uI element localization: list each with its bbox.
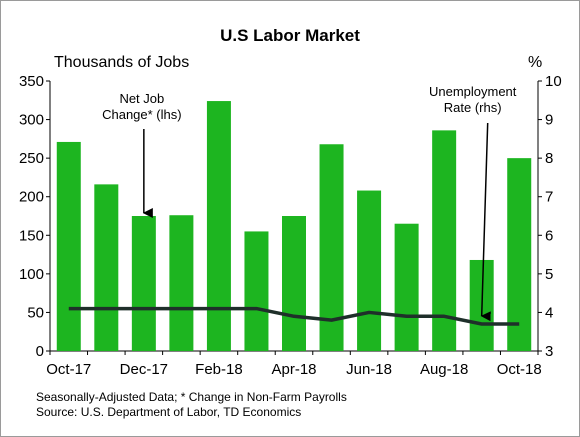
left-tick-label: 50 (27, 304, 44, 321)
left-tick-label: 350 (19, 73, 44, 90)
left-tick-label: 250 (19, 150, 44, 167)
left-tick-label: 150 (19, 227, 44, 244)
bar-jun-18 (357, 190, 382, 351)
left-tick-label: 100 (19, 266, 44, 283)
bar-may-18 (319, 144, 344, 351)
x-tick-label: Oct-17 (46, 361, 91, 378)
x-tick-label: Aug-18 (420, 361, 468, 378)
right-tick-label: 4 (545, 304, 553, 321)
left-tick-label: 300 (19, 112, 44, 129)
annotation-net-job-line1: Net Job (119, 91, 164, 106)
right-tick-label: 9 (545, 112, 553, 129)
x-tick-label: Apr-18 (271, 361, 316, 378)
left-tick-label: 200 (19, 189, 44, 206)
annotation-unemployment-arrow (480, 122, 491, 322)
x-tick-label: Oct-18 (497, 361, 542, 378)
x-tick-label: Feb-18 (195, 361, 243, 378)
bar-aug-18 (432, 130, 457, 351)
bar-jan-18 (169, 215, 194, 351)
annotation-unemployment-line1: Unemployment (429, 84, 517, 99)
right-tick-label: 7 (545, 189, 553, 206)
annotation-unemployment-line2: Rate (rhs) (444, 100, 502, 115)
bar-nov-17 (94, 184, 119, 351)
left-tick-label: 0 (36, 343, 44, 360)
bar-jul-18 (394, 223, 419, 351)
bar-oct-17 (56, 141, 81, 351)
right-tick-label: 6 (545, 227, 553, 244)
bar-mar-18 (244, 231, 269, 351)
footnote-source: Source: U.S. Department of Labor, TD Eco… (36, 405, 302, 419)
right-tick-label: 10 (545, 73, 562, 90)
chart-title: U.S Labor Market (220, 26, 360, 45)
right-tick-label: 8 (545, 150, 553, 167)
bar-oct-18 (507, 158, 532, 351)
bar-feb-18 (206, 101, 231, 351)
right-tick-label: 3 (545, 343, 553, 360)
x-tick-label: Jun-18 (346, 361, 392, 378)
x-tick-label: Dec-17 (120, 361, 168, 378)
left-axis-label: Thousands of Jobs (54, 54, 190, 71)
bar-dec-17 (131, 216, 156, 351)
right-axis-label: % (528, 54, 543, 71)
bar-apr-18 (282, 216, 306, 351)
unemployment-rate-line (68, 306, 520, 326)
right-tick-label: 5 (545, 266, 553, 283)
annotation-net-job-line2: Change* (lhs) (102, 107, 182, 122)
footnote-data-note: Seasonally-Adjusted Data; * Change in No… (36, 390, 347, 404)
